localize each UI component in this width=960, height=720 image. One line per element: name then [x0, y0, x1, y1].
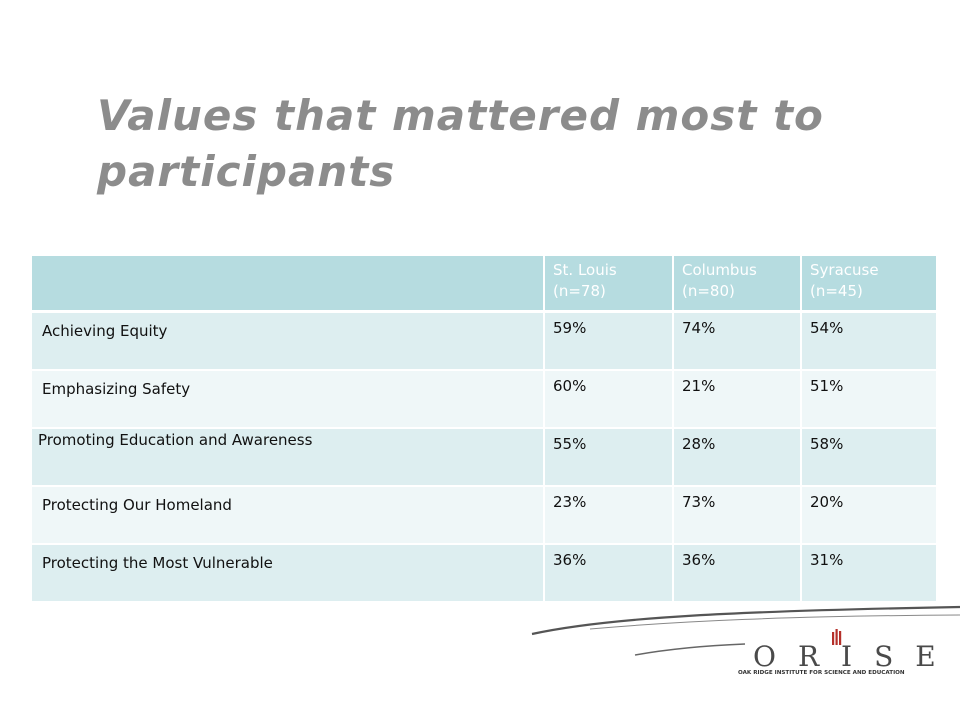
- header-st-louis: St. Louis (n=78): [544, 256, 674, 313]
- table-row: Protecting the Most Vulnerable 36% 36% 3…: [32, 544, 938, 603]
- row-label: Achieving Equity: [42, 322, 168, 340]
- slide-title: Values that mattered most to participant…: [97, 91, 824, 196]
- header-empty-cell: [32, 256, 545, 313]
- logo-subtitle: OAK RIDGE INSTITUTE FOR SCIENCE AND EDUC…: [738, 670, 905, 676]
- row-label-cell: Protecting the Most Vulnerable: [32, 544, 545, 603]
- logo-swoosh-graphic: [531, 605, 960, 656]
- row-label: Protecting the Most Vulnerable: [42, 554, 273, 572]
- logo-wordmark: ORISE: [753, 640, 958, 673]
- row-label: Emphasizing Safety: [42, 380, 191, 398]
- st-louis-value: 36%: [544, 544, 674, 603]
- syracuse-value: 58%: [801, 428, 938, 487]
- table-header-row: St. Louis (n=78) Columbus (n=80) Syracus…: [32, 256, 938, 313]
- row-label: Protecting Our Homeland: [42, 496, 232, 514]
- columbus-value: 21%: [673, 370, 802, 429]
- row-label-cell: Promoting Education and Awareness: [32, 428, 545, 487]
- st-louis-value: 23%: [544, 486, 674, 545]
- columbus-value: 74%: [673, 311, 802, 371]
- syracuse-value: 31%: [801, 544, 938, 603]
- syracuse-value: 20%: [801, 486, 938, 545]
- orise-logo: ORISE OAK RIDGE INSTITUTE FOR SCIENCE AN…: [530, 585, 960, 685]
- st-louis-value: 55%: [544, 428, 674, 487]
- syracuse-value: 51%: [801, 370, 938, 429]
- row-label-cell: Achieving Equity: [32, 311, 545, 371]
- table-row: Achieving Equity 59% 74% 54%: [32, 311, 938, 371]
- columbus-value: 36%: [673, 544, 802, 603]
- st-louis-value: 59%: [544, 311, 674, 371]
- row-label: Promoting Education and Awareness: [38, 431, 313, 449]
- values-table: St. Louis (n=78) Columbus (n=80) Syracus…: [32, 256, 938, 603]
- st-louis-value: 60%: [544, 370, 674, 429]
- columbus-value: 28%: [673, 428, 802, 487]
- table-row: Promoting Education and Awareness 55% 28…: [32, 428, 938, 487]
- table-row: Emphasizing Safety 60% 21% 51%: [32, 370, 938, 429]
- header-columbus: Columbus (n=80): [673, 256, 802, 313]
- row-label-cell: Protecting Our Homeland: [32, 486, 545, 545]
- syracuse-value: 54%: [801, 311, 938, 371]
- table-row: Protecting Our Homeland 23% 73% 20%: [32, 486, 938, 545]
- columbus-value: 73%: [673, 486, 802, 545]
- header-syracuse: Syracuse (n=45): [801, 256, 938, 313]
- row-label-cell: Emphasizing Safety: [32, 370, 545, 429]
- flame-icon: [832, 629, 842, 645]
